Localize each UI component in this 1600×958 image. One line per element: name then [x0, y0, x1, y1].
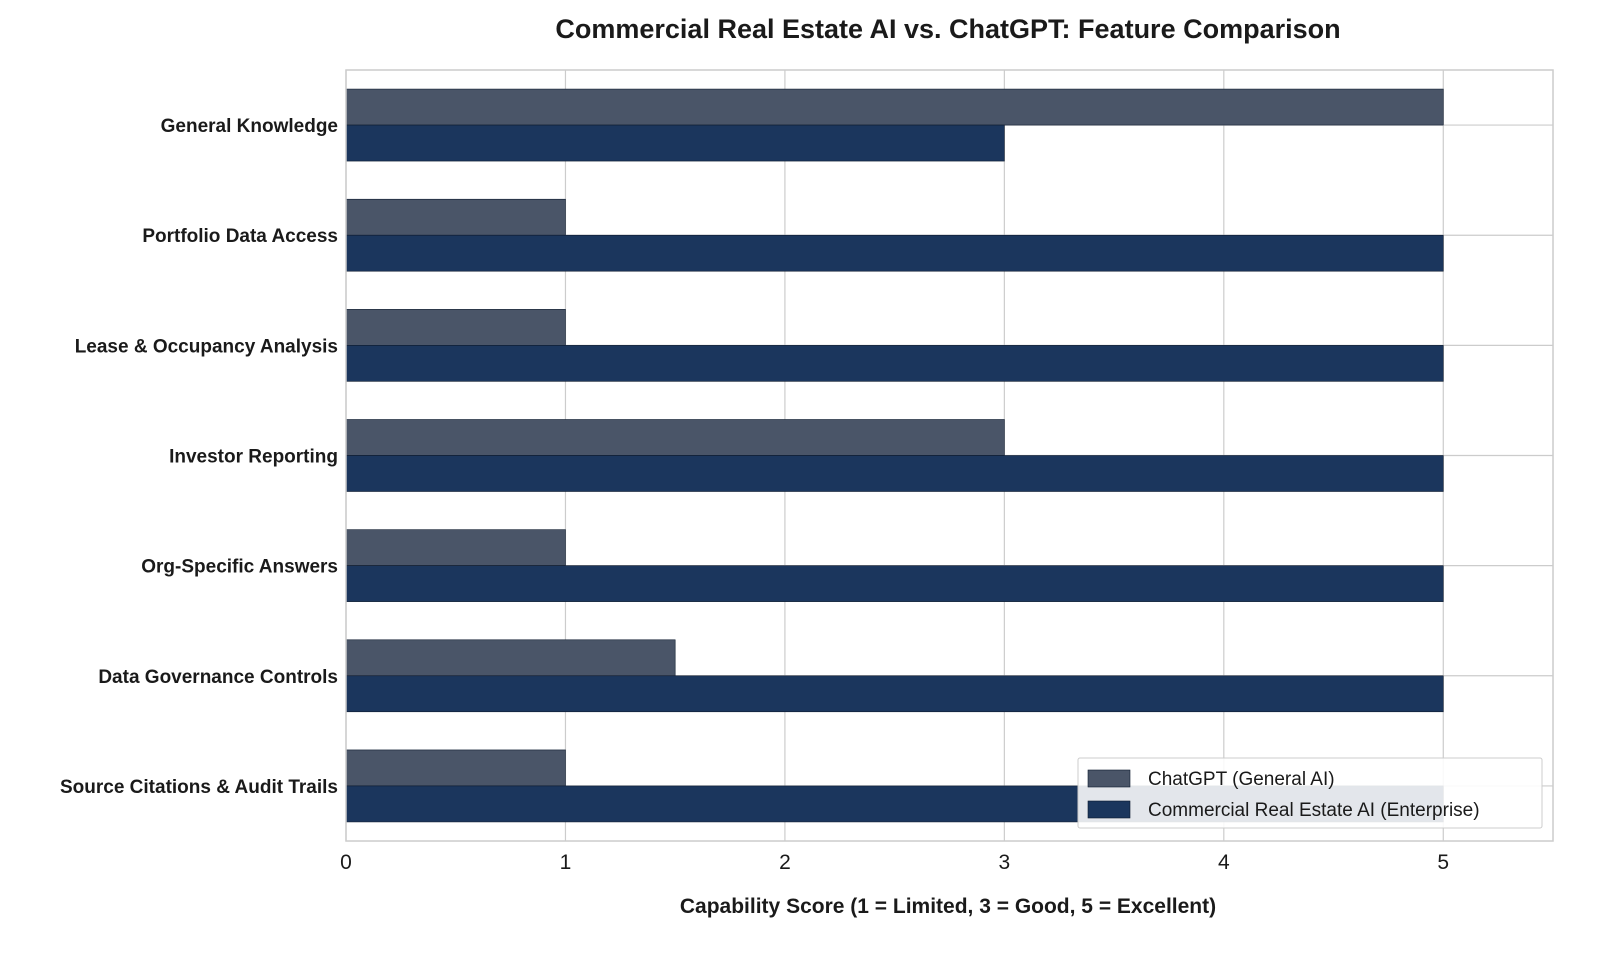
category-label-3: Investor Reporting: [169, 447, 338, 468]
x-tick-4: 4: [1218, 851, 1230, 874]
bar-series-0-cat-4: [345, 529, 566, 566]
x-tick-5: 5: [1437, 851, 1449, 874]
x-axis-label: Capability Score (1 = Limited, 3 = Good,…: [680, 895, 1216, 918]
bar-series-0-cat-3: [345, 419, 1005, 456]
x-tick-labels: 0 1 2 3 4 5: [340, 851, 1449, 874]
bar-series-1-cat-5: [345, 675, 1444, 713]
category-label-1: Portfolio Data Access: [142, 226, 338, 247]
bar-series-0-cat-2: [345, 309, 566, 346]
legend-label-0: ChatGPT (General AI): [1148, 769, 1335, 790]
legend: ChatGPT (General AI) Commercial Real Esta…: [1077, 757, 1543, 829]
category-label-0: General Knowledge: [161, 116, 338, 137]
legend-box: [1077, 757, 1543, 829]
x-tick-1: 1: [560, 851, 572, 874]
bar-series-1-cat-2: [345, 345, 1444, 382]
category-label-6: Source Citations & Audit Trails: [60, 777, 338, 798]
x-tick-2: 2: [779, 851, 791, 874]
x-tick-3: 3: [999, 851, 1011, 874]
legend-swatch-0: [1087, 769, 1131, 788]
bar-series-1-cat-1: [345, 234, 1444, 272]
bar-series-0-cat-6: [345, 749, 566, 787]
category-label-5: Data Governance Controls: [98, 667, 338, 688]
chart-title: Commercial Real Estate AI vs. ChatGPT: F…: [555, 14, 1340, 44]
bars: [345, 88, 1444, 823]
bar-series-0-cat-5: [345, 639, 676, 677]
bar-series-1-cat-3: [345, 455, 1444, 492]
legend-label-1: Commercial Real Estate AI (Enterprise): [1148, 800, 1480, 821]
bar-series-1-cat-0: [345, 124, 1005, 162]
category-labels: General Knowledge Portfolio Data Access Le…: [60, 116, 338, 798]
category-label-2: Lease & Occupancy Analysis: [75, 336, 338, 357]
bar-series-0-cat-1: [345, 198, 566, 236]
bar-series-0-cat-0: [345, 88, 1444, 126]
category-label-4: Org-Specific Answers: [141, 557, 338, 578]
x-tick-0: 0: [340, 851, 352, 874]
legend-swatch-1: [1087, 800, 1131, 819]
bar-series-1-cat-4: [345, 565, 1444, 602]
plot-frame: [345, 69, 1554, 842]
